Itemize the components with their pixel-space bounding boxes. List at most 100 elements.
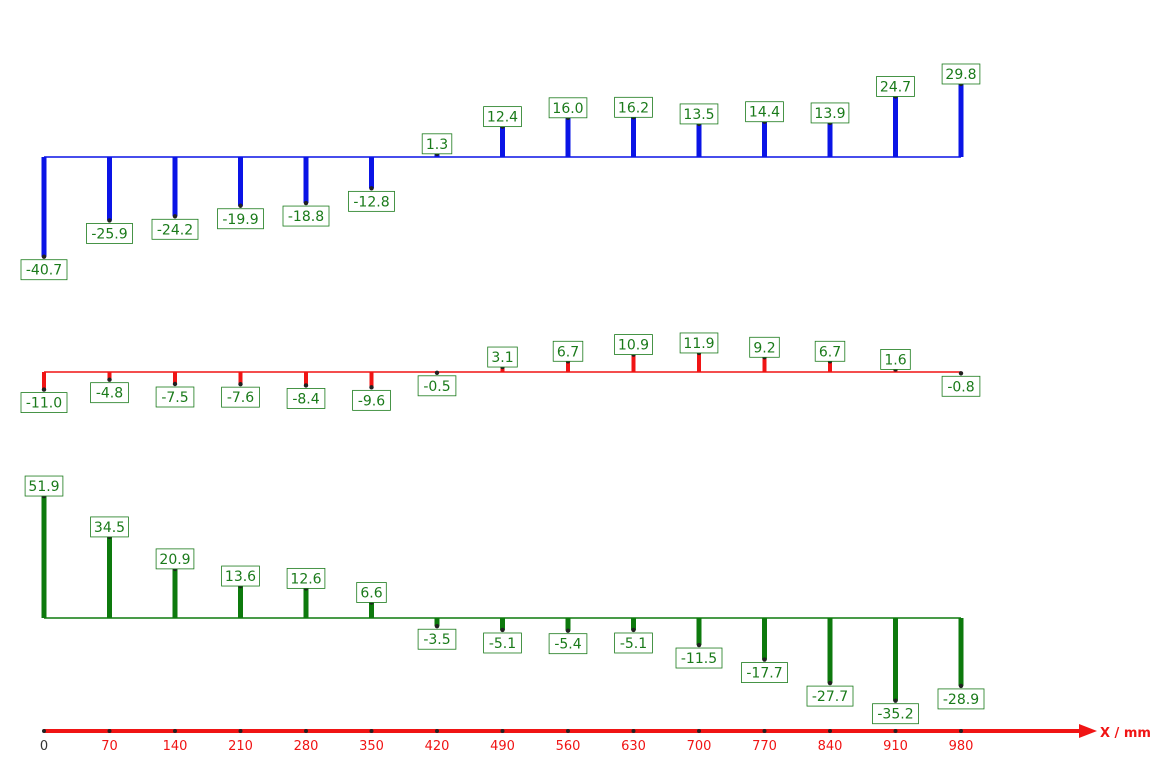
svg-text:13.9: 13.9 [814,106,845,122]
svg-text:10.9: 10.9 [618,338,649,354]
data-label: 29.8 [941,63,981,85]
data-label: 34.5 [90,516,129,538]
bar-tip-dot [107,218,112,223]
bar-tip-dot [893,698,898,703]
x-tick-mark [500,729,505,733]
x-tick-label: 840 [818,739,843,754]
data-label: -0.8 [941,375,981,397]
x-tick-mark [893,729,898,733]
bar-tip-dot [434,370,440,375]
svg-text:6.7: 6.7 [819,344,841,360]
svg-text:-0.5: -0.5 [423,379,450,395]
svg-text:-11.5: -11.5 [681,651,717,667]
x-tick-mark [42,729,46,733]
svg-text:-7.5: -7.5 [161,390,188,406]
x-tick-label: 910 [883,739,908,754]
x-tick-label: 770 [752,739,777,754]
svg-text:-9.6: -9.6 [358,393,385,409]
bar-tip-dot [172,214,178,219]
x-tick-mark [304,729,308,733]
svg-text:-28.9: -28.9 [943,692,979,708]
svg-text:-35.2: -35.2 [877,707,913,723]
bar-tip-dot [369,186,374,191]
bar-tip-dot [631,627,636,633]
bar-tip-dot [303,200,309,206]
svg-text:-7.6: -7.6 [227,390,254,406]
svg-text:11.9: 11.9 [683,336,714,352]
bar-tip-dot [500,627,505,633]
bar-tip-dot [696,642,702,648]
data-label: 13.6 [221,565,260,587]
data-label: 16.0 [548,97,588,119]
x-tick-label: 210 [228,739,253,754]
bar-tip-dot [958,683,964,689]
x-tick-label: 420 [425,739,450,754]
x-tick-mark [828,729,832,733]
x-tick-label: 560 [556,739,581,754]
x-tick-mark [435,729,439,733]
data-label: -19.9 [217,208,264,230]
data-label: -9.6 [352,389,391,411]
bar-tip-dot [762,657,767,662]
data-label: -8.4 [286,388,326,409]
data-label: -27.7 [806,685,854,707]
bar-tip-dot [565,628,571,633]
data-label: 6.6 [356,582,387,603]
svg-text:-11.0: -11.0 [26,396,62,412]
data-label: 51.9 [24,475,64,497]
x-tick-label: 280 [294,739,319,754]
svg-text:-8.4: -8.4 [292,391,319,407]
bar-tip-dot [107,377,112,382]
x-tick-mark [959,729,963,733]
svg-text:1.3: 1.3 [426,137,448,153]
data-label: -28.9 [937,688,985,710]
data-label: 13.5 [679,103,719,125]
svg-text:-5.1: -5.1 [489,636,516,652]
svg-text:-5.1: -5.1 [620,636,647,652]
data-label: 1.3 [421,133,453,155]
data-label: 3.1 [487,346,518,368]
data-label: -17.7 [741,662,788,683]
svg-text:51.9: 51.9 [28,479,59,495]
x-tick-label: 350 [359,739,384,754]
x-tick-label: 630 [621,739,646,754]
svg-text:14.4: 14.4 [749,105,780,121]
data-label: 1.6 [880,349,911,370]
bar-tip-dot [827,680,833,686]
data-label: 14.4 [745,101,784,123]
x-axis-arrow-icon [1079,724,1097,738]
data-label: 6.7 [552,340,584,362]
series-3: 51.9 34.5 20.9 13.6 12.6 6.6 -3.5 -5.1 -5.4 -5.1 -… [24,475,985,725]
data-label: -5.4 [548,633,588,655]
x-tick-label: 140 [163,739,188,754]
svg-text:13.6: 13.6 [225,569,256,585]
svg-text:34.5: 34.5 [94,520,125,536]
svg-text:-18.8: -18.8 [288,209,324,225]
data-label: -12.8 [348,190,395,212]
x-tick-mark [238,729,243,733]
x-tick-mark [369,729,374,733]
svg-text:-4.8: -4.8 [96,386,123,402]
x-tick-label: 70 [101,739,118,754]
x-tick-label: 0 [40,739,48,754]
svg-text:6.6: 6.6 [360,585,382,601]
data-label: -5.1 [483,632,522,654]
svg-text:-40.7: -40.7 [26,263,62,279]
svg-text:-3.5: -3.5 [423,632,450,648]
data-label: -7.6 [221,386,260,408]
bar-tip-dot [238,203,243,208]
bar-tip-dot [434,624,440,629]
data-label: 10.9 [614,334,653,355]
bar-tip-dot [238,381,243,387]
x-tick-label: 700 [687,739,712,754]
x-tick-mark [107,729,112,733]
data-label: 13.9 [810,102,850,124]
bar-tip-dot [369,385,374,390]
svg-text:9.2: 9.2 [753,340,775,356]
x-tick-mark [566,729,570,733]
svg-text:16.0: 16.0 [552,101,583,117]
data-label: -5.1 [614,632,653,654]
data-label: 12.4 [483,106,522,128]
svg-text:-17.7: -17.7 [746,666,782,682]
bar-tip-dot [303,383,309,388]
